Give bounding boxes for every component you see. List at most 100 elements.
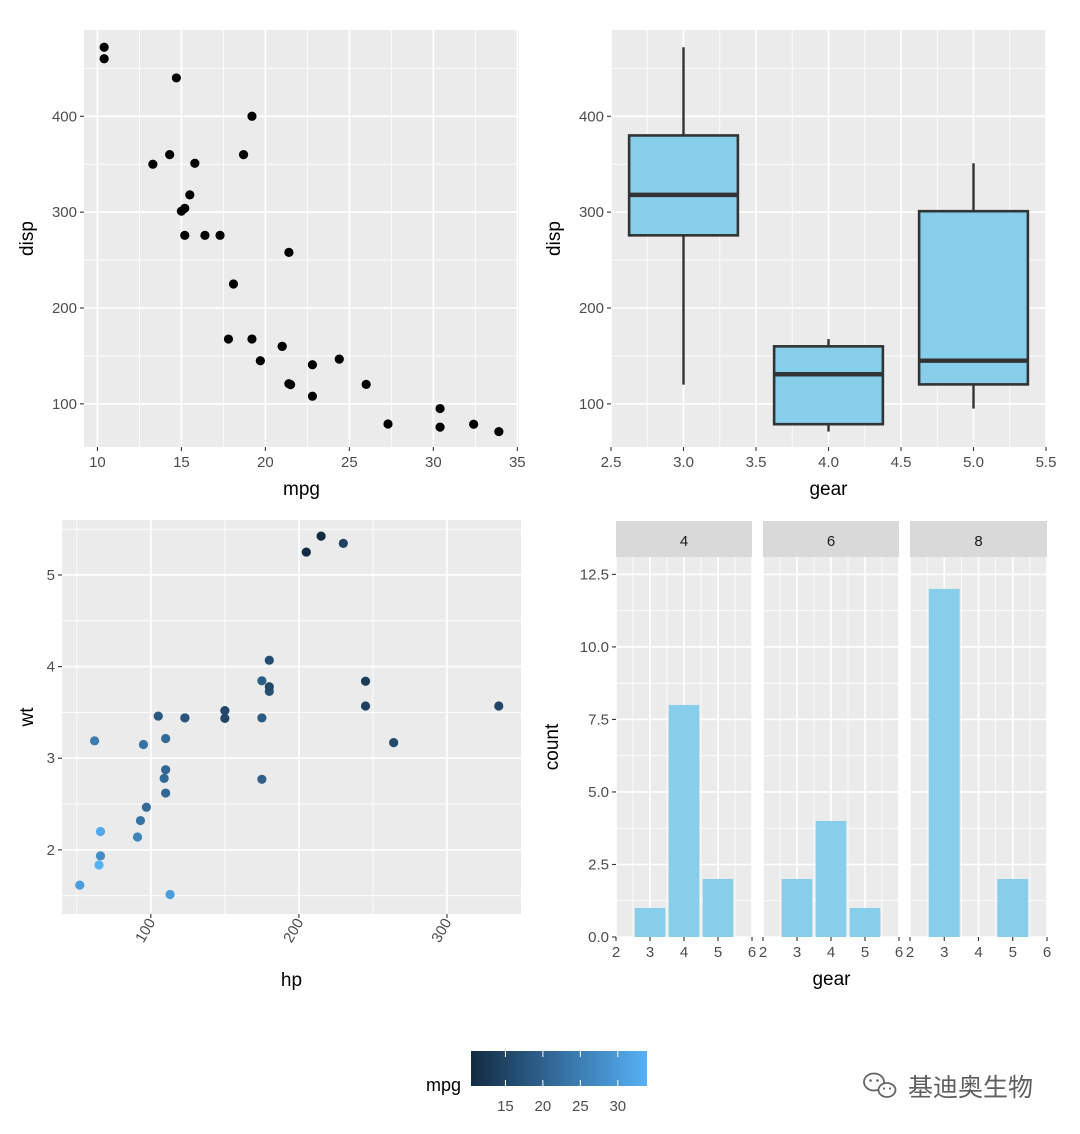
data-point [338,538,348,548]
bar [634,907,666,937]
y-tick-label: 12.5 [580,566,609,583]
data-point [257,774,267,784]
iqr-box [917,209,1030,386]
y-tick-label: 2 [47,842,55,859]
panel-background [84,30,519,447]
x-tick-label: 3.5 [746,454,767,471]
x-tick-label: 4.5 [891,454,912,471]
data-point [494,426,504,437]
x-axis-title: gear [812,969,851,990]
x-tick-label: 5 [714,944,722,961]
data-point [161,733,171,744]
data-point [247,111,257,121]
y-tick-label: 200 [579,300,604,317]
y-tick-label: 200 [52,300,77,317]
y-tick-label: 3 [47,750,55,767]
data-point [200,230,210,240]
data-point [176,206,187,216]
x-tick-label: 6 [895,944,903,961]
data-point [165,150,175,160]
x-tick-label: 2 [612,944,620,961]
y-tick-label: 400 [579,108,604,125]
x-tick-label: 6 [1043,944,1051,961]
data-point [284,247,294,257]
panel-mpg-vs-disp: 100 200 300 400 10 15 20 25 30 35 mpg disp [17,30,526,500]
facet-strip [910,521,1047,557]
data-point [161,765,171,775]
data-point [153,711,163,721]
iqr-box [627,134,740,237]
x-tick-label: 4 [974,944,982,961]
boxplot-box [917,163,1030,409]
data-point [161,788,171,798]
y-tick-label: 7.5 [588,711,609,728]
y-axis-title: wt [17,707,38,728]
x-tick-label: 2 [906,944,914,961]
x-tick-label: 25 [341,454,358,471]
x-tick-label: 5.5 [1036,454,1057,471]
data-point [215,230,225,240]
y-tick-label: 300 [579,204,604,221]
data-point [223,334,234,344]
colorbar-tick-label: 20 [535,1098,552,1115]
x-tick-label: 35 [509,454,526,471]
x-tick-label: 100 [132,916,159,946]
data-point [301,547,311,557]
bar [997,878,1029,937]
data-point [148,159,158,169]
colorbar [471,1051,647,1086]
data-point [171,73,181,83]
watermark: 基迪奥生物 [863,1072,1033,1102]
x-tick-label: 5.0 [963,454,984,471]
x-tick-label: 5 [1009,944,1017,961]
data-point [94,860,104,870]
data-point [360,676,371,686]
x-tick-label: 4 [680,944,688,961]
data-point [334,354,344,364]
data-point [307,391,318,401]
x-axis-title: hp [281,970,302,991]
facet-8: 2 3 4 5 6 8 [906,521,1051,961]
data-point [264,682,274,692]
data-point [99,42,109,52]
bar [815,820,847,937]
data-point [316,531,326,541]
colorbar-tick-label: 25 [572,1098,589,1115]
data-point [220,705,230,716]
bar [849,907,881,937]
x-tick-label: 3.0 [673,454,694,471]
x-tick-label: 10 [89,454,106,471]
y-tick-label: 5.0 [588,784,609,801]
x-tick-label: 15 [173,454,190,471]
facet-strip-label: 6 [827,533,835,550]
facet-4: 0.0 2.5 5.0 7.5 10.0 12.5 2 3 4 5 6 4 [580,521,756,961]
data-point [360,701,371,711]
data-point [185,190,195,200]
x-tick-label: 200 [280,916,307,946]
x-tick-label: 4 [827,944,835,961]
y-axis-title: count [542,723,563,770]
wechat-icon [863,1072,897,1098]
data-point [435,422,445,432]
y-tick-label: 10.0 [580,639,609,656]
x-tick-label: 2.5 [601,454,622,471]
data-point [89,736,100,746]
y-tick-label: 100 [52,396,77,413]
x-tick-label: 3 [940,944,948,961]
data-point [95,826,106,837]
data-point [135,815,146,826]
y-axis-title: disp [17,221,38,256]
x-tick-label: 20 [257,454,274,471]
y-axis-title: disp [544,221,565,256]
data-point [238,150,249,160]
data-point [257,676,267,686]
legend-title: mpg [426,1075,461,1095]
mpg-colorbar-legend: mpg 15 20 25 30 [426,1051,647,1115]
watermark-text: 基迪奥生物 [908,1073,1033,1102]
bar [702,878,734,937]
bar [668,704,700,937]
data-point [284,379,294,389]
data-point [228,279,239,289]
data-point [180,230,190,240]
data-point [389,738,399,748]
